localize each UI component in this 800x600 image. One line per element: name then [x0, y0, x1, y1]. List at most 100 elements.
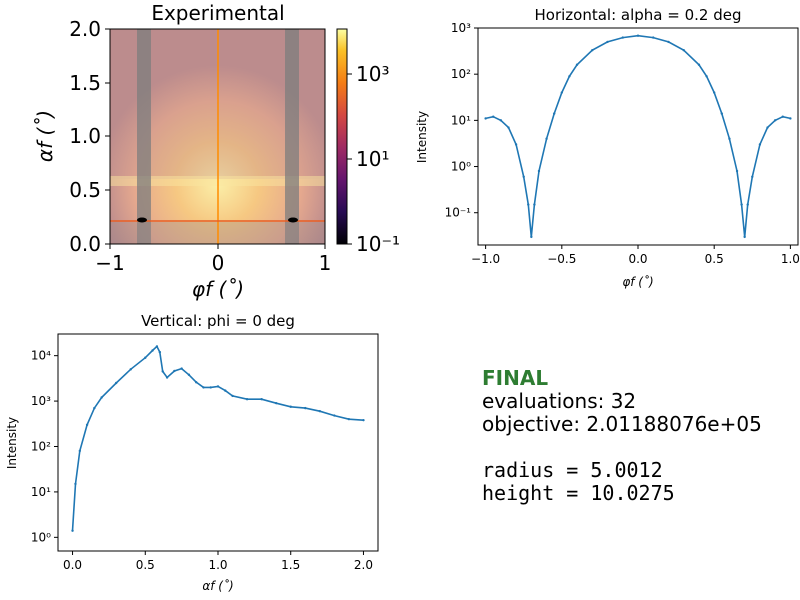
heatmap-right-streak	[285, 29, 299, 244]
heatmap-xtick-label: 1	[319, 251, 332, 275]
data-point	[552, 112, 556, 115]
data-point	[652, 36, 655, 39]
horizontal-xaxis: −1.0 −0.5 0.0 0.5 1.0	[471, 245, 800, 266]
x-tick-label: 1.0	[781, 252, 800, 266]
series-line	[71, 345, 364, 531]
data-point	[743, 235, 746, 239]
data-point	[522, 175, 525, 178]
data-point	[746, 203, 749, 206]
heatmap-title: Experimental	[151, 1, 284, 25]
data-point	[173, 369, 176, 373]
heatmap-left-streak	[137, 29, 151, 244]
y-tick-label: 10⁻¹	[445, 206, 472, 220]
data-point	[318, 409, 322, 413]
data-point	[606, 40, 609, 44]
heatmap-ytick-label: 2.0	[69, 17, 101, 41]
data-point	[231, 394, 234, 398]
data-point	[667, 40, 670, 44]
data-point	[575, 63, 579, 66]
x-tick-label: −1.0	[471, 252, 500, 266]
data-point	[751, 175, 754, 178]
horizontal-ylabel: Intensity	[415, 111, 429, 163]
data-point	[530, 235, 533, 239]
data-point	[161, 370, 164, 373]
x-tick-label: 1.5	[281, 558, 300, 572]
data-point	[209, 386, 212, 389]
colorbar: 10⁻¹ 10¹ 10³	[336, 28, 400, 256]
vertical-xlabel: αf (˚)	[202, 578, 233, 593]
y-tick-label: 10¹	[31, 485, 51, 499]
vertical-plot	[71, 345, 365, 532]
data-point	[114, 381, 118, 385]
vertical-panel: Vertical: phi = 0 deg 0.0 0.5 1.0 1.5 2.0 10…	[5, 312, 379, 593]
data-point	[766, 126, 769, 129]
vertical-xaxis: 0.0 0.5 1.0 1.5 2.0	[63, 551, 373, 572]
data-point	[568, 75, 571, 78]
data-point	[527, 203, 530, 206]
data-point	[85, 423, 89, 427]
y-tick-label: 10³	[451, 21, 471, 35]
radius-text: radius = 5.0012	[482, 458, 663, 482]
data-point	[362, 418, 365, 422]
heatmap-xtick-label: −1	[95, 251, 124, 275]
colorbar-tick-label: 10¹	[356, 147, 389, 171]
horizontal-xlabel: φf (˚)	[622, 274, 653, 289]
data-point	[180, 367, 183, 370]
horizontal-plot	[484, 34, 792, 239]
data-point	[545, 137, 548, 140]
data-point	[789, 117, 792, 120]
colorbar-tick-label: 10⁻¹	[356, 232, 400, 256]
data-point	[636, 34, 640, 37]
data-point	[155, 345, 159, 348]
data-point	[537, 169, 541, 173]
data-point	[245, 398, 249, 401]
y-tick-label: 10¹	[451, 113, 471, 127]
data-point	[274, 401, 278, 405]
x-tick-label: 0.5	[705, 252, 724, 266]
colorbar-gradient	[336, 28, 348, 245]
data-point	[71, 529, 74, 532]
data-point	[728, 137, 731, 140]
x-tick-label: 2.0	[354, 558, 373, 572]
heatmap-ytick-label: 1.0	[69, 124, 101, 148]
data-point	[507, 126, 510, 129]
data-point	[224, 389, 227, 392]
hotspot-right	[288, 217, 298, 223]
data-point	[289, 405, 292, 408]
data-point	[144, 356, 147, 359]
heatmap-xticks: −1 0 1	[95, 244, 331, 275]
vertical-title: Vertical: phi = 0 deg	[141, 312, 295, 330]
x-tick-label: 1.0	[208, 558, 227, 572]
data-point	[773, 119, 777, 122]
series-line	[485, 34, 791, 237]
horizontal-panel: Horizontal: alpha = 0.2 deg −1.0 −0.5 0.0 0…	[415, 6, 800, 289]
x-tick-label: 0.0	[628, 252, 647, 266]
objective-text: objective: 2.01188076e+05	[482, 412, 762, 436]
heatmap-ytick-label: 1.5	[69, 71, 101, 95]
data-point	[705, 75, 708, 78]
data-point	[74, 482, 77, 486]
data-point	[697, 63, 701, 66]
data-point	[202, 386, 205, 389]
x-tick-label: 0.5	[136, 558, 155, 572]
data-point	[304, 406, 307, 410]
colorbar-tick-label: 10³	[356, 62, 389, 86]
data-point	[93, 406, 96, 410]
data-point	[682, 49, 685, 52]
data-point	[758, 143, 762, 146]
data-point	[333, 414, 336, 417]
data-point	[347, 417, 351, 421]
height-text: height = 10.0275	[482, 481, 675, 505]
heatmap-xtick-label: 0	[212, 251, 225, 275]
data-point	[621, 36, 624, 39]
vertical-ylabel: Intensity	[5, 417, 19, 469]
fit-status-label: FINAL	[482, 366, 549, 390]
data-point	[720, 112, 724, 115]
data-point	[514, 143, 518, 146]
horizontal-frame	[477, 27, 799, 246]
data-point	[260, 398, 263, 401]
heatmap-ylabel: αf (˚)	[33, 110, 57, 162]
data-point	[151, 349, 154, 352]
data-point	[712, 91, 716, 94]
x-tick-label: 0.0	[63, 558, 82, 572]
